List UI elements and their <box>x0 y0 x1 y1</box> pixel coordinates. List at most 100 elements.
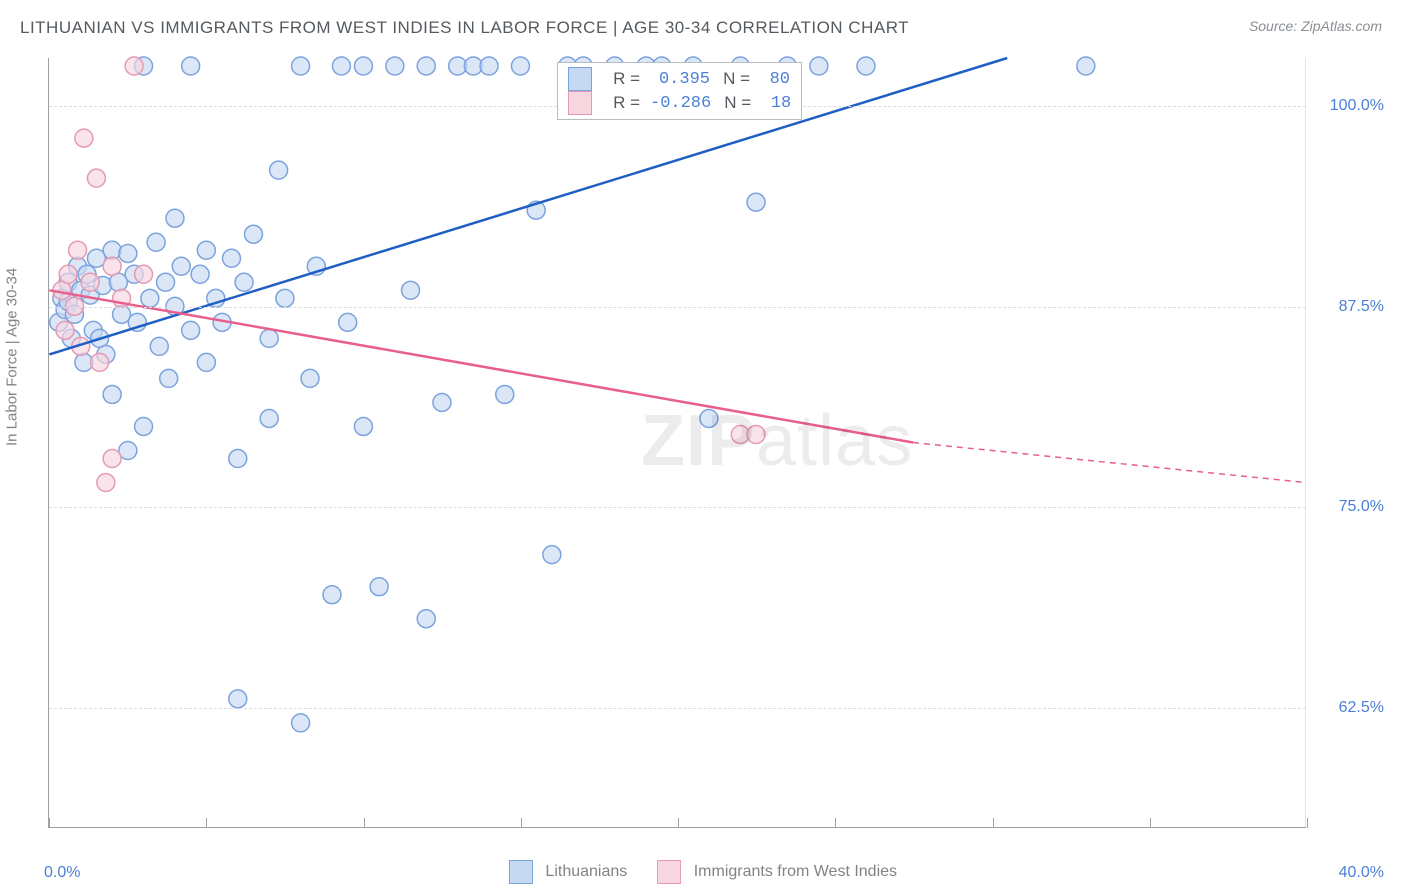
data-point-a <box>160 369 178 387</box>
data-point-a <box>197 353 215 371</box>
x-tick <box>206 818 207 828</box>
data-point-a <box>417 610 435 628</box>
data-point-a <box>354 417 372 435</box>
plot-area: ZIPatlas <box>48 58 1306 828</box>
data-point-b <box>87 169 105 187</box>
x-tick <box>1307 818 1308 828</box>
x-min-label: 0.0% <box>44 864 80 882</box>
x-tick <box>364 818 365 828</box>
data-point-b <box>747 426 765 444</box>
data-point-b <box>59 265 77 283</box>
data-point-a <box>229 450 247 468</box>
data-point-b <box>91 353 109 371</box>
data-point-a <box>270 161 288 179</box>
y-tick-label: 87.5% <box>1339 298 1384 316</box>
data-point-a <box>197 241 215 259</box>
r-prefix: R = <box>610 69 640 89</box>
x-tick <box>835 818 836 828</box>
data-point-a <box>191 265 209 283</box>
regression-line-b-dashed <box>913 443 1306 483</box>
data-point-b <box>56 321 74 339</box>
y-tick-label: 100.0% <box>1330 97 1384 115</box>
swatch-a-icon <box>509 860 533 884</box>
series-legend: Lithuanians Immigrants from West Indies <box>509 860 897 884</box>
plot-svg <box>49 58 1306 827</box>
data-point-b <box>97 474 115 492</box>
legend-item-b: Immigrants from West Indies <box>657 860 897 884</box>
x-tick <box>49 818 50 828</box>
data-point-a <box>480 57 498 75</box>
data-point-b <box>81 273 99 291</box>
data-point-a <box>700 409 718 427</box>
legend-item-a: Lithuanians <box>509 860 627 884</box>
data-point-a <box>332 57 350 75</box>
swatch-a-icon <box>568 67 592 91</box>
swatch-b-icon <box>568 91 592 115</box>
legend-label-a: Lithuanians <box>545 863 627 880</box>
r-value-b: -0.286 <box>650 94 711 113</box>
data-point-a <box>433 393 451 411</box>
data-point-a <box>810 57 828 75</box>
data-point-a <box>235 273 253 291</box>
data-point-a <box>339 313 357 331</box>
n-value-a: 80 <box>760 70 790 89</box>
data-point-b <box>69 241 87 259</box>
data-point-a <box>370 578 388 596</box>
data-point-a <box>260 329 278 347</box>
n-value-b: 18 <box>761 94 791 113</box>
data-point-b <box>135 265 153 283</box>
data-point-a <box>157 273 175 291</box>
data-point-a <box>166 209 184 227</box>
data-point-a <box>496 385 514 403</box>
data-point-a <box>244 225 262 243</box>
data-point-a <box>119 244 137 262</box>
source-label: Source: ZipAtlas.com <box>1249 18 1382 34</box>
legend-row-b: R = -0.286 N = 18 <box>558 91 801 115</box>
x-max-label: 40.0% <box>1339 864 1384 882</box>
data-point-a <box>323 586 341 604</box>
y-axis-label: In Labor Force | Age 30-34 <box>4 268 21 446</box>
data-point-a <box>301 369 319 387</box>
x-tick <box>678 818 679 828</box>
x-tick <box>993 818 994 828</box>
y-tick-label: 62.5% <box>1339 699 1384 717</box>
data-point-a <box>150 337 168 355</box>
data-point-a <box>354 57 372 75</box>
regression-line-a <box>49 58 1007 354</box>
data-point-a <box>172 257 190 275</box>
data-point-a <box>229 690 247 708</box>
data-point-a <box>292 714 310 732</box>
data-point-a <box>223 249 241 267</box>
data-point-a <box>276 289 294 307</box>
regression-line-b <box>49 290 913 442</box>
legend-row-a: R = 0.395 N = 80 <box>558 67 801 91</box>
swatch-b-icon <box>657 860 681 884</box>
correlation-legend: R = 0.395 N = 80 R = -0.286 N = 18 <box>557 62 802 120</box>
data-point-a <box>147 233 165 251</box>
data-point-a <box>182 321 200 339</box>
data-point-b <box>103 450 121 468</box>
gridline <box>49 307 1306 308</box>
data-point-a <box>747 193 765 211</box>
chart-title: LITHUANIAN VS IMMIGRANTS FROM WEST INDIE… <box>20 18 909 38</box>
data-point-b <box>103 257 121 275</box>
data-point-a <box>511 57 529 75</box>
data-point-b <box>125 57 143 75</box>
data-point-a <box>260 409 278 427</box>
data-point-a <box>135 417 153 435</box>
gridline <box>49 507 1306 508</box>
data-point-b <box>75 129 93 147</box>
data-point-a <box>292 57 310 75</box>
data-point-a <box>141 289 159 307</box>
r-prefix: R = <box>610 93 640 113</box>
n-prefix: N = <box>721 93 751 113</box>
r-value-a: 0.395 <box>650 70 710 89</box>
data-point-a <box>543 546 561 564</box>
data-point-a <box>182 57 200 75</box>
data-point-a <box>857 57 875 75</box>
x-tick <box>1150 818 1151 828</box>
data-point-a <box>386 57 404 75</box>
n-prefix: N = <box>720 69 750 89</box>
legend-label-b: Immigrants from West Indies <box>694 863 897 880</box>
data-point-a <box>1077 57 1095 75</box>
